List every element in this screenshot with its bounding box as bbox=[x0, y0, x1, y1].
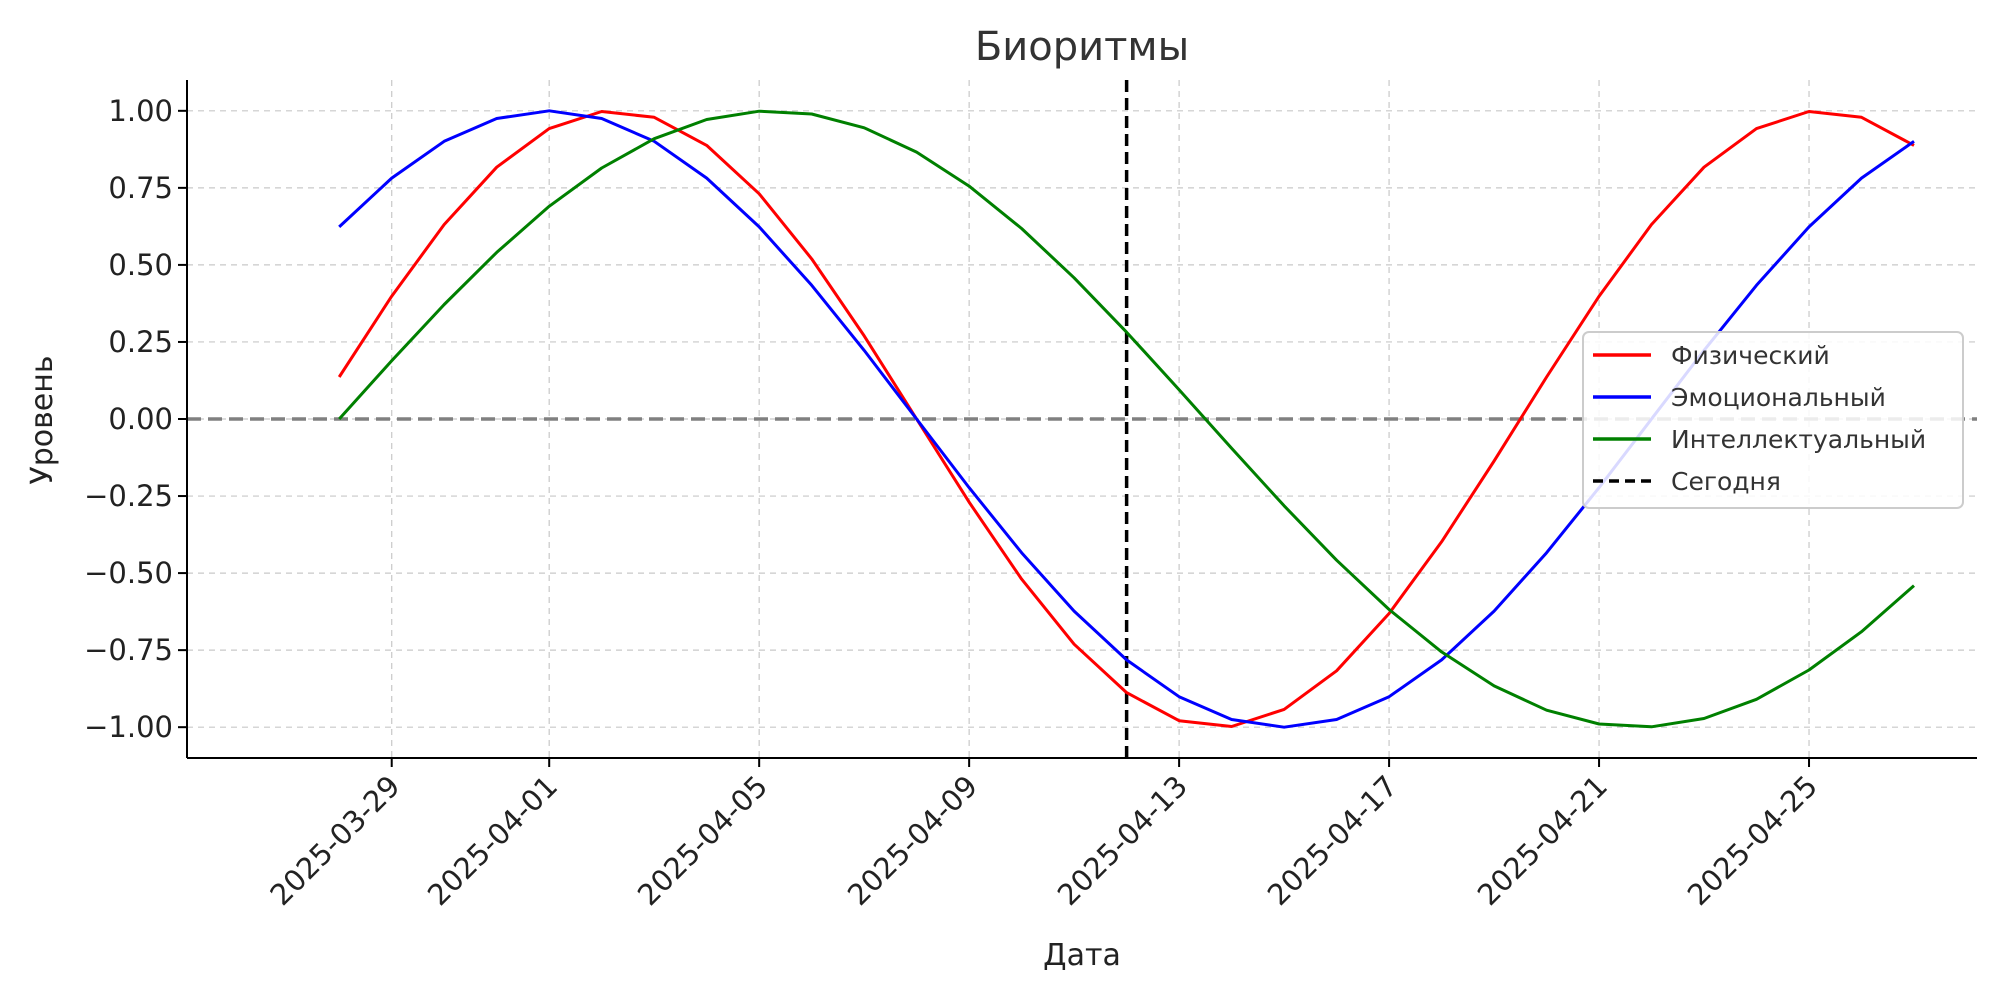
x-tick-label: 2025-04-13 bbox=[1051, 769, 1194, 912]
legend-label: Сегодня bbox=[1671, 467, 1781, 496]
y-axis-label: Уровень bbox=[25, 355, 60, 484]
y-tick-label: 0.75 bbox=[108, 171, 173, 205]
y-tick-label: −0.25 bbox=[84, 479, 173, 513]
chart-title: Биоритмы bbox=[975, 24, 1189, 70]
legend-box bbox=[1582, 331, 1964, 509]
legend-label: Эмоциональный bbox=[1671, 383, 1886, 412]
series-line-33 bbox=[338, 109, 1915, 729]
y-ticks: 1.00 0.75 0.50 0.25 0.00 −0.25 −0.50 −0.75 −1.00 bbox=[84, 94, 187, 744]
x-tick-label: 2025-04-21 bbox=[1471, 769, 1614, 912]
y-tick-label: 0.25 bbox=[108, 325, 173, 359]
y-tick-label: 1.00 bbox=[108, 94, 173, 128]
y-tick-label: −0.75 bbox=[84, 633, 173, 667]
x-tick-label: 2025-04-25 bbox=[1681, 769, 1824, 912]
y-tick-label: −1.00 bbox=[84, 710, 173, 744]
x-tick-label: 2025-04-17 bbox=[1261, 769, 1404, 912]
legend-label: Физический bbox=[1671, 341, 1830, 370]
series-line-23 bbox=[337, 110, 1915, 728]
x-tick-label: 2025-04-09 bbox=[841, 769, 984, 912]
x-axis-label: Дата bbox=[1043, 938, 1121, 973]
x-tick-label: 2025-03-29 bbox=[263, 769, 406, 912]
x-tick-label: 2025-04-05 bbox=[631, 769, 774, 912]
y-tick-label: 0.00 bbox=[108, 402, 173, 436]
legend-label: Интеллектуальный bbox=[1671, 425, 1926, 454]
x-tick-label: 2025-04-01 bbox=[421, 769, 564, 912]
y-tick-label: −0.50 bbox=[84, 556, 173, 590]
legend: Физический Эмоциональный Интеллектуальный С… bbox=[1582, 331, 1964, 509]
x-ticks: 2025-03-29 2025-04-01 2025-04-05 2025-04-09… bbox=[263, 758, 1824, 912]
y-tick-label: 0.50 bbox=[108, 248, 173, 282]
